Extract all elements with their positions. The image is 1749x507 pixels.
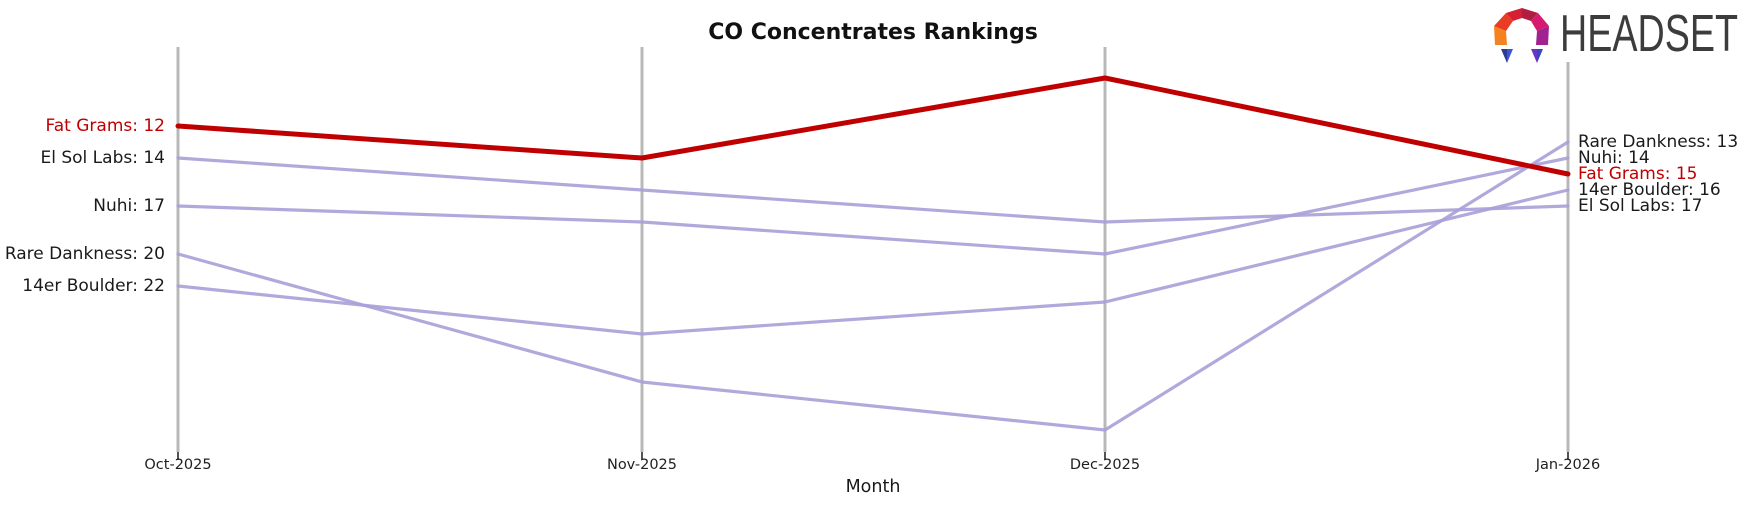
left-endpoint-labels: Fat Grams: 12 El Sol Labs: 14 Nuhi: 17 Rare… xyxy=(5,116,165,296)
endpoint-label: El Sol Labs: 14 xyxy=(41,148,166,168)
chart-title: CO Concentrates Rankings xyxy=(708,20,1038,45)
series-lines xyxy=(175,75,1571,432)
endpoint-label: El Sol Labs: 17 xyxy=(1578,196,1703,216)
x-tick-label: Nov-2025 xyxy=(607,457,677,473)
series-line-el-sol-labs xyxy=(176,156,1570,224)
endpoint-label: Rare Dankness: 13 xyxy=(1578,132,1738,152)
endpoint-label: 14er Boulder: 16 xyxy=(1578,180,1721,200)
headset-logo: HEADSET xyxy=(1494,5,1738,63)
headset-logo-text: HEADSET xyxy=(1560,5,1738,63)
x-tick-label: Dec-2025 xyxy=(1070,457,1140,473)
series-line-fat-grams xyxy=(175,75,1571,177)
month-axis-lines xyxy=(176,47,1570,460)
x-tick-label: Jan-2026 xyxy=(1535,457,1601,473)
x-tick-label: Oct-2025 xyxy=(144,457,211,473)
series-line-14er-boulder xyxy=(176,188,1570,336)
endpoint-label: Rare Dankness: 20 xyxy=(5,244,165,264)
endpoint-label: 14er Boulder: 22 xyxy=(22,276,165,296)
series-line-rare-dankness xyxy=(176,140,1570,432)
x-axis-label: Month xyxy=(846,477,901,497)
endpoint-label: Nuhi: 14 xyxy=(1578,148,1650,168)
endpoint-label: Fat Grams: 12 xyxy=(46,116,165,136)
headset-logo-icon xyxy=(1494,8,1549,63)
series-line-nuhi xyxy=(176,156,1570,256)
endpoint-label: Fat Grams: 15 xyxy=(1578,164,1697,184)
endpoint-label: Nuhi: 17 xyxy=(93,196,165,216)
x-tick-labels: Oct-2025 Nov-2025 Dec-2025 Jan-2026 xyxy=(144,457,1600,473)
